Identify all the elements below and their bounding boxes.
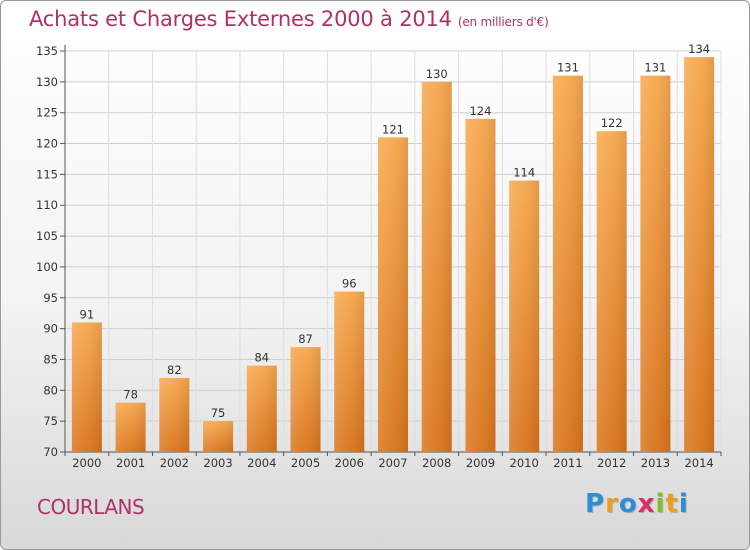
y-tick-label: 120 <box>36 137 58 151</box>
y-tick-label: 130 <box>36 75 58 89</box>
y-tick-label: 90 <box>43 322 58 336</box>
x-tick-label: 2014 <box>684 456 713 470</box>
bar-shade <box>159 377 190 452</box>
bar-shade <box>640 75 671 452</box>
logo-letter: r <box>605 489 619 519</box>
logo-letter: i <box>678 489 689 519</box>
x-tick-label: 2001 <box>116 456 145 470</box>
x-tick-label: 2007 <box>378 456 407 470</box>
bar-value-label: 91 <box>80 307 95 321</box>
bar-value-label: 78 <box>123 388 138 402</box>
chart-title-text: Achats et Charges Externes 2000 à 2014 <box>29 7 452 31</box>
bar-value-label: 114 <box>513 166 535 180</box>
bar-shade <box>71 322 102 452</box>
bar-value-label: 75 <box>211 406 226 420</box>
x-tick-label: 2012 <box>597 456 626 470</box>
x-tick-label: 2003 <box>203 456 232 470</box>
x-tick-label: 2006 <box>335 456 364 470</box>
location-name: COURLANS <box>37 495 145 519</box>
x-tick-label: 2005 <box>291 456 320 470</box>
logo-letter: P <box>585 489 606 519</box>
bar-value-label: 134 <box>688 42 710 56</box>
x-tick-label: 2002 <box>160 456 189 470</box>
bar-shade <box>246 365 277 452</box>
y-tick-label: 80 <box>43 383 58 397</box>
y-tick-label: 95 <box>43 291 58 305</box>
logo-letter: i <box>655 489 666 519</box>
bar-shade <box>684 57 715 453</box>
bar-shade <box>421 81 452 452</box>
y-tick-label: 75 <box>43 414 58 428</box>
logo-letter: o <box>618 489 638 519</box>
x-tick-label: 2010 <box>510 456 539 470</box>
bar-shade <box>115 402 146 452</box>
bar-value-label: 84 <box>254 351 269 365</box>
bar-shade <box>596 131 627 452</box>
logo-letter: t <box>665 489 679 519</box>
y-tick-label: 105 <box>36 229 58 243</box>
y-tick-label: 70 <box>43 445 58 459</box>
x-tick-label: 2009 <box>466 456 495 470</box>
bars <box>71 57 715 453</box>
bar-shade <box>203 421 234 452</box>
bar-value-label: 130 <box>426 67 448 81</box>
x-tick-label: 2008 <box>422 456 451 470</box>
x-tick-label: 2013 <box>641 456 670 470</box>
bar-shade <box>509 180 540 453</box>
bar-value-label: 131 <box>644 61 666 75</box>
y-tick-label: 125 <box>36 106 58 120</box>
y-tick-label: 135 <box>36 44 58 58</box>
bar-value-label: 121 <box>382 122 404 136</box>
x-tick-label: 2011 <box>553 456 582 470</box>
y-tick-label: 110 <box>36 198 58 212</box>
logo-letter: x <box>637 489 656 519</box>
bar-value-label: 124 <box>469 104 491 118</box>
bar-shade <box>334 291 365 452</box>
y-tick-label: 115 <box>36 167 58 181</box>
bar-value-label: 82 <box>167 363 182 377</box>
y-tick-label: 85 <box>43 352 58 366</box>
bar-value-label: 96 <box>342 277 357 291</box>
proxiti-logo: Proxiti <box>585 489 689 519</box>
bar-shade <box>552 75 583 452</box>
x-tick-label: 2000 <box>72 456 101 470</box>
y-tick-label: 100 <box>36 260 58 274</box>
bar-value-label: 131 <box>557 61 579 75</box>
bar-value-label: 122 <box>601 116 623 130</box>
bar-value-label: 87 <box>298 332 313 346</box>
labels: 70 75 80 85 90 95 100 105 110 115 120 125 130 135 91 20… <box>36 42 714 470</box>
x-tick-label: 2004 <box>247 456 276 470</box>
bar-shade <box>465 118 496 452</box>
chart-title: Achats et Charges Externes 2000 à 2014 (e… <box>29 7 549 31</box>
bar-shade <box>378 137 408 452</box>
bar-shade <box>290 347 321 452</box>
chart-unit: (en milliers d'€) <box>457 15 549 29</box>
